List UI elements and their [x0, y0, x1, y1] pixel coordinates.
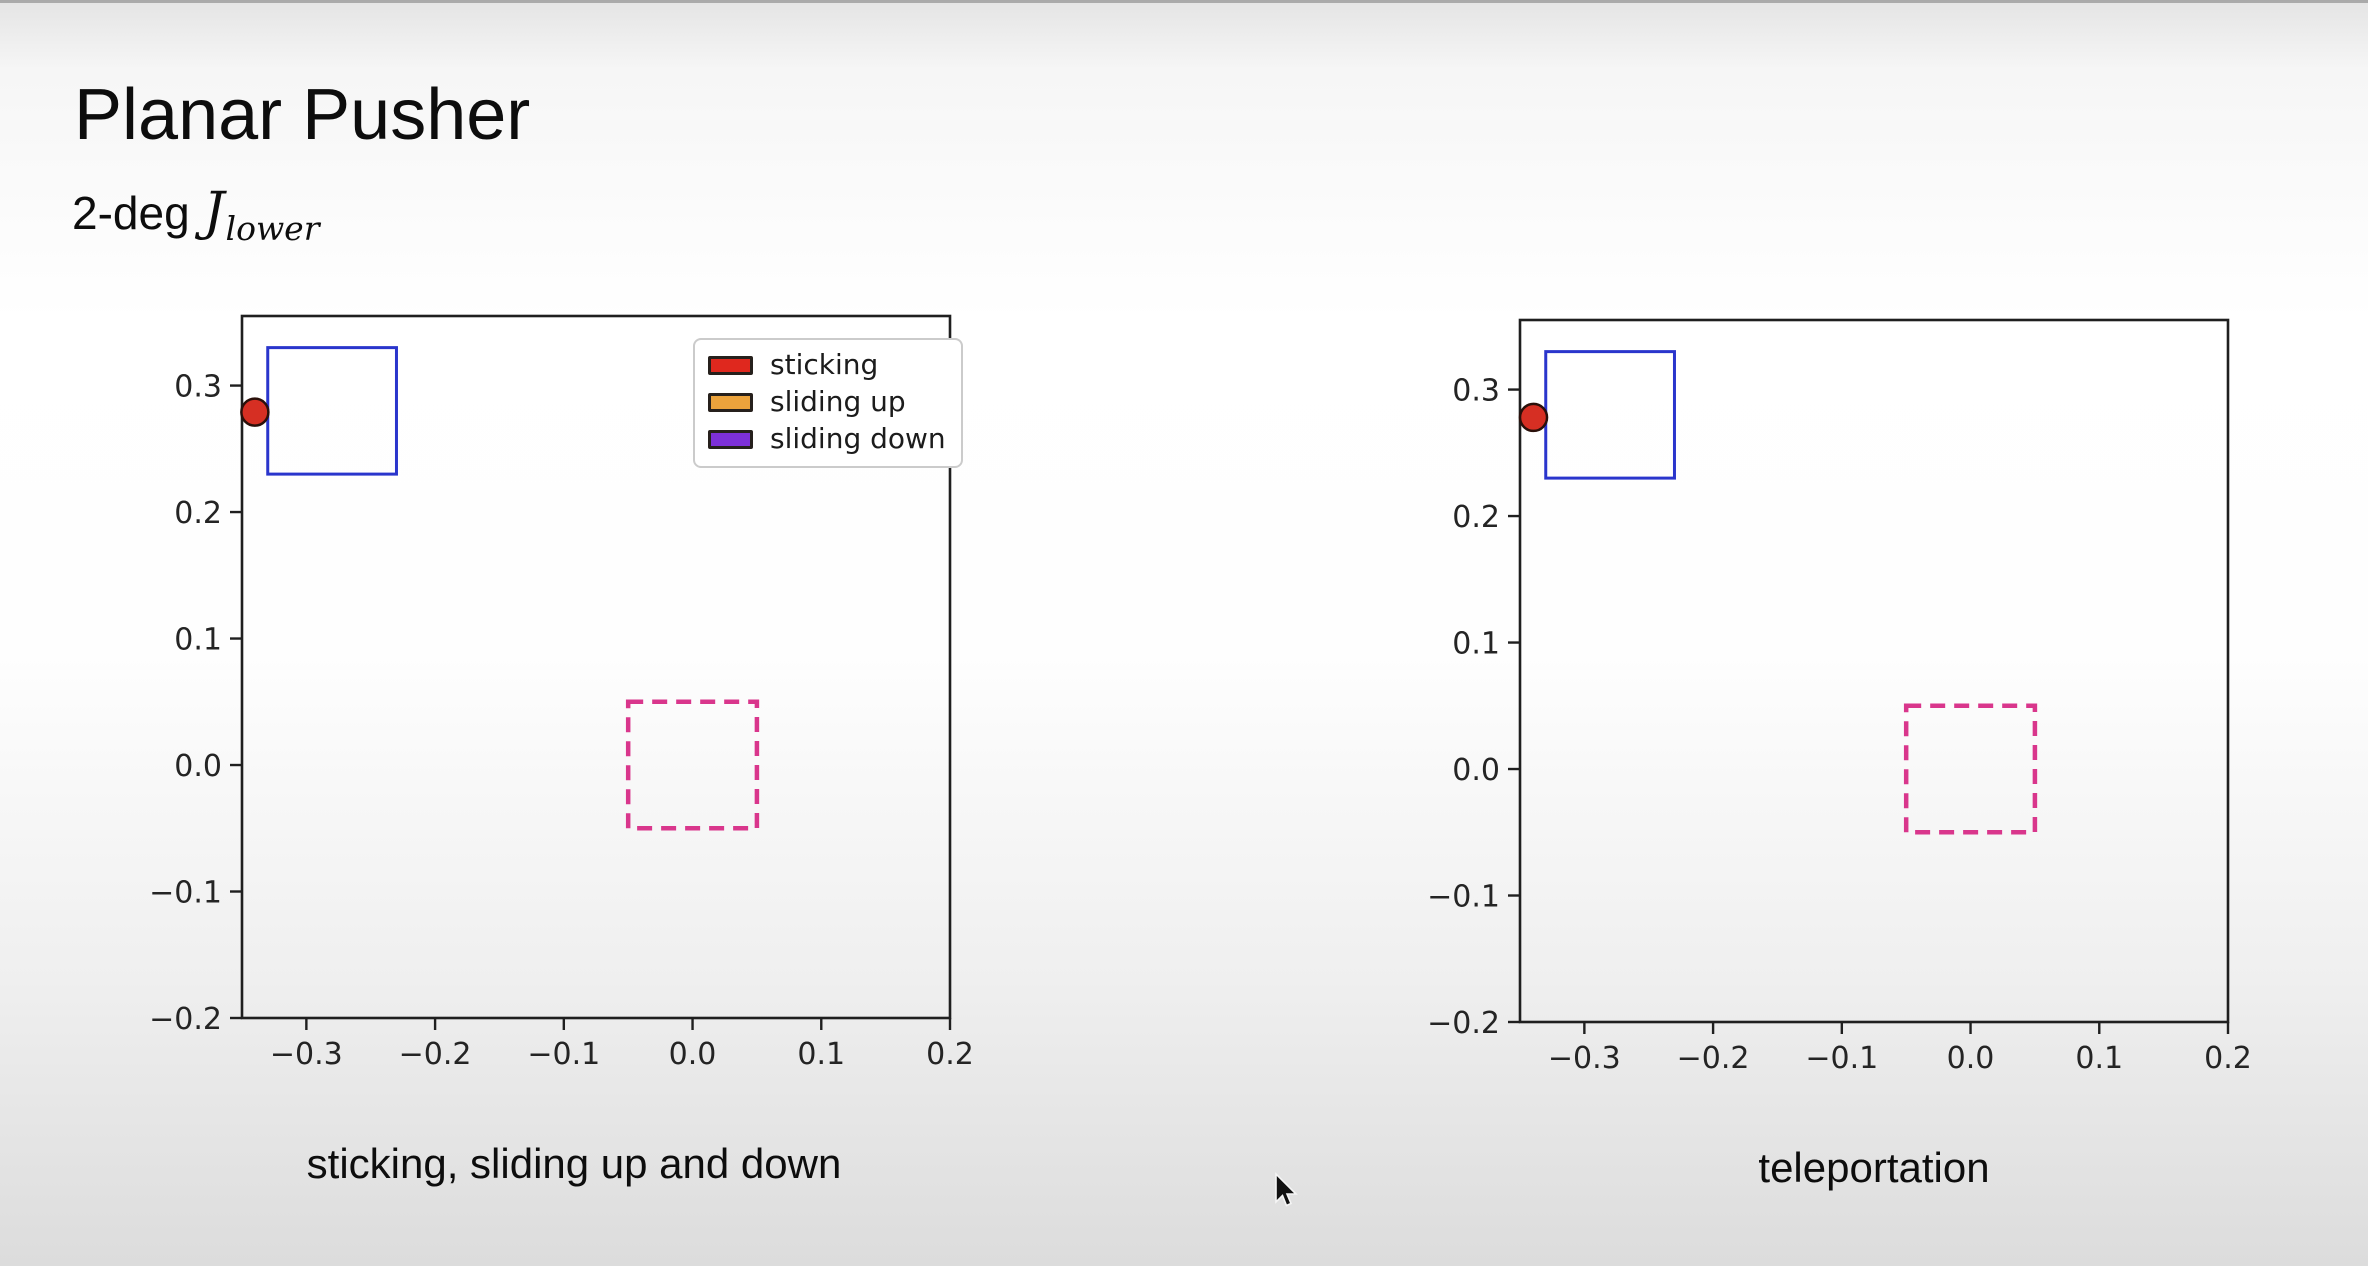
slider-box-shape [1544, 350, 1676, 480]
video-frame-top-edge [0, 0, 2368, 3]
slider-box-shape [266, 346, 398, 476]
plot-sticking-sliding: −0.3 −0.2 −0.1 0.0 0.1 0.2 0.3 0.2 0.1 0.0 −0.1 −0.… [150, 306, 1010, 1106]
x-tick-label: −0.1 [1805, 1041, 1878, 1076]
y-tick-label: 0.2 [174, 496, 222, 531]
subtitle: 2-deg Jlower [72, 182, 320, 248]
caption-left: sticking, sliding up and down [306, 1140, 842, 1187]
legend: sticking sliding up sliding down [693, 338, 963, 468]
y-tick-label: 0.2 [1452, 500, 1500, 535]
y-tick-label: 0.0 [174, 749, 222, 784]
subtitle-prefix: 2-deg [72, 187, 190, 239]
legend-swatch-icon [708, 429, 753, 449]
pusher-dot-shape [240, 397, 270, 427]
caption-right: teleportation [1758, 1144, 1990, 1191]
legend-swatch-icon [708, 355, 753, 375]
legend-item: sliding up [708, 385, 946, 419]
x-tick-label: 0.2 [2204, 1041, 2252, 1076]
y-tick-label: 0.0 [1452, 753, 1500, 788]
y-tick-label: −0.2 [1428, 1006, 1500, 1041]
axes-spines [1518, 318, 2230, 1024]
legend-label: sticking [770, 348, 879, 381]
x-tick-label: −0.2 [1677, 1041, 1750, 1076]
x-tick-label: −0.3 [270, 1037, 343, 1072]
mouse-cursor-icon [1275, 1172, 1298, 1207]
legend-label: sliding down [770, 422, 946, 456]
x-tick-label: 0.2 [926, 1037, 974, 1072]
x-tick-label: −0.1 [527, 1037, 600, 1072]
y-tick-label: −0.1 [1428, 880, 1500, 915]
legend-item: sliding down [708, 423, 946, 455]
plot-teleportation-canvas: −0.3 −0.2 −0.1 0.0 0.1 0.2 0.3 0.2 0.1 0.0 −0.1 −0.… [1428, 318, 2252, 1076]
legend-item: sticking [708, 348, 946, 381]
x-tick-label: −0.3 [1548, 1041, 1621, 1076]
y-tick-label: −0.2 [150, 1002, 222, 1037]
y-tick-label: −0.1 [150, 876, 222, 911]
subtitle-math-base: J [203, 182, 225, 242]
x-tick-label: 0.0 [669, 1037, 717, 1072]
goal-box-shape [625, 699, 760, 831]
y-tick-label: 0.1 [174, 623, 222, 658]
x-tick-label: 0.1 [797, 1037, 845, 1072]
legend-swatch-icon [708, 392, 753, 412]
page-title: Planar Pusher [74, 75, 531, 156]
x-tick-label: 0.1 [2075, 1041, 2123, 1076]
plot-sticking-sliding-canvas: −0.3 −0.2 −0.1 0.0 0.1 0.2 0.3 0.2 0.1 0.0 −0.1 −0.… [150, 314, 974, 1072]
pusher-dot-shape [1518, 402, 1549, 433]
x-tick-label: 0.0 [1947, 1041, 1995, 1076]
y-tick-label: 0.1 [1452, 627, 1500, 662]
legend-label: sliding up [770, 385, 906, 419]
goal-box-shape [1903, 703, 2038, 835]
plot-teleportation: −0.3 −0.2 −0.1 0.0 0.1 0.2 0.3 0.2 0.1 0.0 −0.1 −0.… [1428, 310, 2288, 1110]
subtitle-math-subscript: lower [225, 209, 320, 248]
y-tick-label: 0.3 [174, 370, 222, 405]
y-tick-label: 0.3 [1452, 374, 1500, 409]
x-tick-label: −0.2 [399, 1037, 472, 1072]
axes-spines [240, 314, 952, 1020]
